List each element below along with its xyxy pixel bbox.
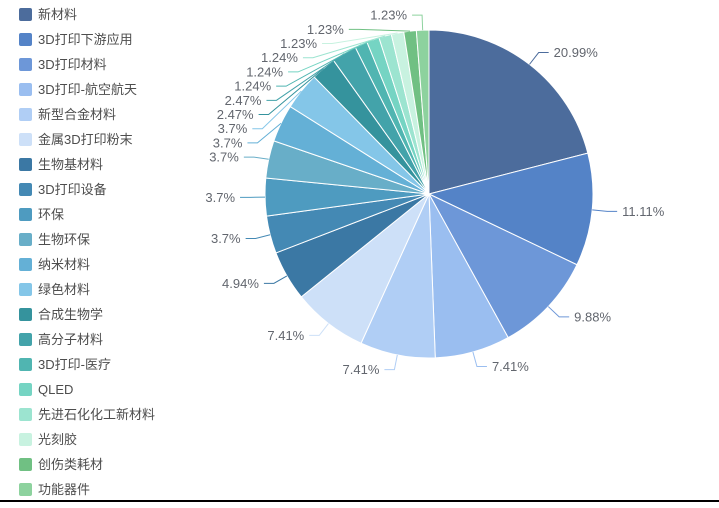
slice-percent-label: 3.7% bbox=[211, 231, 241, 246]
legend-item-新型合金材料[interactable]: 新型合金材料 bbox=[19, 108, 155, 121]
legend-item-绿色材料[interactable]: 绿色材料 bbox=[19, 283, 155, 296]
legend-swatch-icon bbox=[19, 183, 32, 196]
legend-label: 金属3D打印粉末 bbox=[38, 133, 133, 146]
legend-label: 先进石化化工新材料 bbox=[38, 408, 155, 421]
slice-percent-label: 20.99% bbox=[554, 45, 599, 60]
legend-swatch-icon bbox=[19, 158, 32, 171]
legend-item-3D打印材料[interactable]: 3D打印材料 bbox=[19, 58, 155, 71]
legend-item-金属3D打印粉末[interactable]: 金属3D打印粉末 bbox=[19, 133, 155, 146]
legend-item-生物基材料[interactable]: 生物基材料 bbox=[19, 158, 155, 171]
legend-item-功能器件[interactable]: 功能器件 bbox=[19, 483, 155, 496]
legend-label: 纳米材料 bbox=[38, 258, 90, 271]
legend-item-新材料[interactable]: 新材料 bbox=[19, 8, 155, 21]
slice-percent-label: 1.23% bbox=[280, 36, 317, 51]
label-leader-line bbox=[246, 235, 271, 239]
slice-percent-label: 1.24% bbox=[261, 50, 298, 65]
legend-swatch-icon bbox=[19, 208, 32, 221]
legend-swatch-icon bbox=[19, 483, 32, 496]
legend-label: 高分子材料 bbox=[38, 333, 103, 346]
slice-percent-label: 9.88% bbox=[574, 309, 611, 324]
slice-percent-label: 3.7% bbox=[213, 135, 243, 150]
legend-swatch-icon bbox=[19, 83, 32, 96]
legend-label: 环保 bbox=[38, 208, 64, 221]
label-leader-line bbox=[244, 157, 269, 159]
legend-swatch-icon bbox=[19, 108, 32, 121]
legend-swatch-icon bbox=[19, 233, 32, 246]
slice-percent-label: 3.7% bbox=[218, 121, 248, 136]
legend-item-合成生物学[interactable]: 合成生物学 bbox=[19, 308, 155, 321]
legend-label: 3D打印材料 bbox=[38, 58, 107, 71]
legend-swatch-icon bbox=[19, 383, 32, 396]
legend-label: 合成生物学 bbox=[38, 308, 103, 321]
slice-percent-label: 2.47% bbox=[217, 107, 254, 122]
legend-swatch-icon bbox=[19, 408, 32, 421]
slice-percent-label: 7.41% bbox=[267, 328, 304, 343]
legend-swatch-icon bbox=[19, 358, 32, 371]
legend-swatch-icon bbox=[19, 458, 32, 471]
legend-item-创伤类耗材[interactable]: 创伤类耗材 bbox=[19, 458, 155, 471]
legend-label: 新材料 bbox=[38, 8, 77, 21]
legend-item-3D打印-医疗[interactable]: 3D打印-医疗 bbox=[19, 358, 155, 371]
legend-label: 功能器件 bbox=[38, 483, 90, 496]
slice-percent-label: 2.47% bbox=[225, 93, 262, 108]
legend-swatch-icon bbox=[19, 258, 32, 271]
legend-item-3D打印-航空航天[interactable]: 3D打印-航空航天 bbox=[19, 83, 155, 96]
slice-percent-label: 1.23% bbox=[370, 8, 407, 23]
slice-percent-label: 7.41% bbox=[343, 362, 380, 377]
legend-label: 3D打印下游应用 bbox=[38, 33, 133, 46]
slice-percent-label: 1.24% bbox=[234, 79, 271, 94]
label-leader-line bbox=[309, 324, 328, 336]
label-leader-line bbox=[412, 15, 423, 30]
legend-swatch-icon bbox=[19, 308, 32, 321]
legend-item-3D打印下游应用[interactable]: 3D打印下游应用 bbox=[19, 33, 155, 46]
legend-label: 3D打印设备 bbox=[38, 183, 107, 196]
label-leader-line bbox=[592, 210, 617, 211]
legend-item-3D打印设备[interactable]: 3D打印设备 bbox=[19, 183, 155, 196]
label-leader-line bbox=[529, 53, 548, 65]
legend-label: 创伤类耗材 bbox=[38, 458, 103, 471]
legend-label: 3D打印-航空航天 bbox=[38, 83, 137, 96]
legend-item-环保[interactable]: 环保 bbox=[19, 208, 155, 221]
legend-label: 生物基材料 bbox=[38, 158, 103, 171]
legend-label: QLED bbox=[38, 383, 73, 396]
legend-label: 新型合金材料 bbox=[38, 108, 116, 121]
legend-label: 生物环保 bbox=[38, 233, 90, 246]
slice-percent-label: 11.11% bbox=[622, 204, 665, 219]
slice-percent-label: 3.7% bbox=[209, 150, 239, 165]
slice-percent-label: 4.94% bbox=[222, 276, 259, 291]
slice-percent-label: 1.23% bbox=[307, 22, 344, 37]
legend-item-纳米材料[interactable]: 纳米材料 bbox=[19, 258, 155, 271]
legend-swatch-icon bbox=[19, 33, 32, 46]
legend-item-光刻胶[interactable]: 光刻胶 bbox=[19, 433, 155, 446]
legend-swatch-icon bbox=[19, 8, 32, 21]
legend-item-QLED[interactable]: QLED bbox=[19, 383, 155, 396]
label-leader-line bbox=[384, 355, 397, 370]
legend-swatch-icon bbox=[19, 433, 32, 446]
legend-item-高分子材料[interactable]: 高分子材料 bbox=[19, 333, 155, 346]
label-leader-line bbox=[349, 29, 410, 31]
legend-swatch-icon bbox=[19, 283, 32, 296]
legend-label: 3D打印-医疗 bbox=[38, 358, 111, 371]
label-leader-line bbox=[264, 276, 287, 283]
slice-percent-label: 1.24% bbox=[246, 64, 283, 79]
legend-label: 光刻胶 bbox=[38, 433, 77, 446]
slice-percent-label: 7.41% bbox=[492, 359, 529, 374]
label-leader-line bbox=[548, 307, 569, 317]
legend-label: 绿色材料 bbox=[38, 283, 90, 296]
legend-swatch-icon bbox=[19, 133, 32, 146]
legend-item-先进石化化工新材料[interactable]: 先进石化化工新材料 bbox=[19, 408, 155, 421]
legend-swatch-icon bbox=[19, 333, 32, 346]
legend-swatch-icon bbox=[19, 58, 32, 71]
legend-item-生物环保[interactable]: 生物环保 bbox=[19, 233, 155, 246]
label-leader-line bbox=[473, 352, 487, 366]
slice-percent-label: 3.7% bbox=[205, 190, 235, 205]
legend: 新材料 3D打印下游应用 3D打印材料 3D打印-航空航天新型合金材料金属3D打印粉末… bbox=[19, 8, 155, 508]
